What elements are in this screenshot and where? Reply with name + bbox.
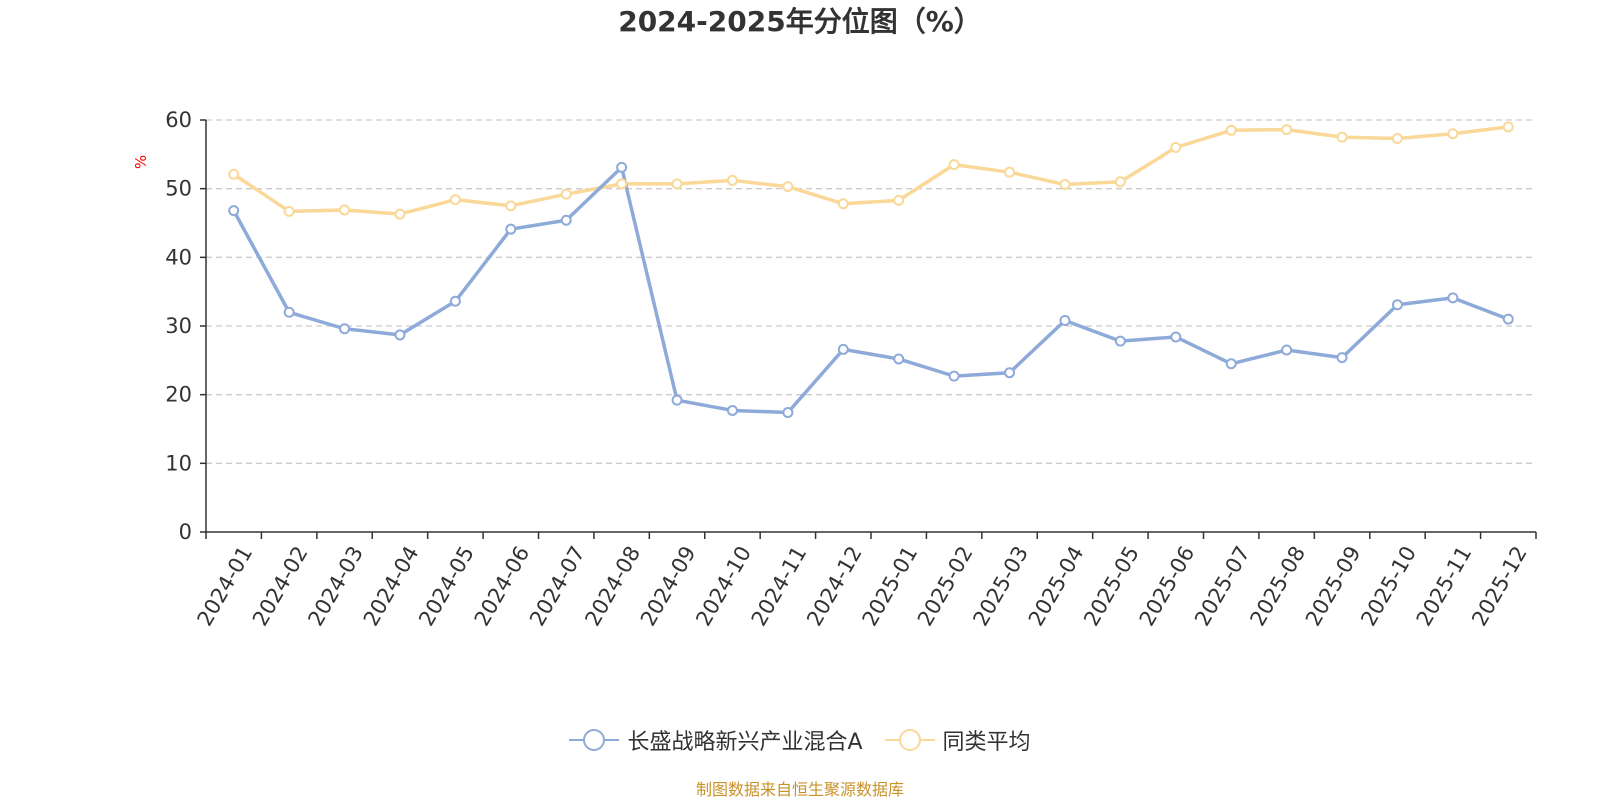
legend-item-fund[interactable]: 长盛战略新兴产业混合A bbox=[569, 724, 863, 756]
data-point-series-1[interactable] bbox=[1059, 179, 1071, 191]
x-tick-label: 2025-11 bbox=[1412, 542, 1477, 630]
data-point-series-0[interactable] bbox=[616, 161, 628, 173]
data-point-series-1[interactable] bbox=[339, 204, 351, 216]
chart-title: 2024-2025年分位图（%） bbox=[618, 5, 982, 38]
x-tick-label: 2024-06 bbox=[470, 542, 535, 630]
x-tick-label: 2024-03 bbox=[303, 542, 368, 630]
data-point-series-1[interactable] bbox=[893, 194, 905, 206]
y-tick-label: 60 bbox=[165, 108, 192, 132]
x-tick-label: 2024-01 bbox=[193, 542, 258, 630]
data-point-series-1[interactable] bbox=[228, 168, 240, 180]
x-tick-label: 2025-08 bbox=[1245, 542, 1310, 630]
data-point-series-0[interactable] bbox=[893, 353, 905, 365]
x-tick-label: 2024-09 bbox=[636, 542, 701, 630]
data-point-series-1[interactable] bbox=[726, 174, 738, 186]
legend-symbol-peer-average bbox=[884, 729, 935, 751]
data-point-series-0[interactable] bbox=[726, 404, 738, 416]
y-tick-label: 40 bbox=[165, 245, 192, 269]
data-point-series-0[interactable] bbox=[1114, 335, 1126, 347]
x-tick-label: 2025-03 bbox=[968, 542, 1033, 630]
data-point-series-0[interactable] bbox=[1004, 367, 1016, 379]
data-point-series-1[interactable] bbox=[1281, 124, 1293, 136]
y-tick-label: 0 bbox=[179, 520, 192, 544]
data-point-series-1[interactable] bbox=[449, 194, 461, 206]
data-point-series-0[interactable] bbox=[782, 407, 794, 419]
y-axis-unit-label: % bbox=[132, 155, 150, 169]
data-point-series-1[interactable] bbox=[1391, 133, 1403, 145]
data-source-note: 制图数据来自恒生聚源数据库 bbox=[695, 780, 904, 799]
data-point-series-1[interactable] bbox=[837, 198, 849, 210]
x-tick-label: 2024-02 bbox=[248, 542, 313, 630]
y-tick-label: 50 bbox=[165, 177, 192, 201]
data-point-series-0[interactable] bbox=[1391, 299, 1403, 311]
data-point-series-0[interactable] bbox=[1502, 313, 1514, 325]
axes: 01020304050602024-012024-022024-032024-0… bbox=[165, 108, 1537, 630]
data-point-series-0[interactable] bbox=[1447, 292, 1459, 304]
data-point-series-0[interactable] bbox=[394, 329, 406, 341]
data-point-series-0[interactable] bbox=[505, 223, 517, 235]
data-point-series-0[interactable] bbox=[449, 295, 461, 307]
chart-legend: 长盛战略新兴产业混合A 同类平均 bbox=[0, 724, 1600, 756]
x-tick-label: 2024-11 bbox=[747, 542, 812, 630]
data-point-series-1[interactable] bbox=[782, 181, 794, 193]
x-tick-label: 2025-09 bbox=[1301, 542, 1366, 630]
x-tick-label: 2025-02 bbox=[913, 542, 978, 630]
data-point-series-1[interactable] bbox=[948, 159, 960, 171]
data-point-series-0[interactable] bbox=[228, 205, 240, 217]
data-point-series-1[interactable] bbox=[616, 178, 628, 190]
data-point-series-1[interactable] bbox=[394, 208, 406, 220]
x-tick-label: 2024-08 bbox=[580, 542, 645, 630]
data-point-series-0[interactable] bbox=[1336, 352, 1348, 364]
data-point-series-0[interactable] bbox=[1225, 358, 1237, 370]
x-tick-label: 2025-10 bbox=[1356, 542, 1421, 630]
x-tick-label: 2024-04 bbox=[359, 542, 424, 630]
data-point-series-1[interactable] bbox=[1447, 128, 1459, 140]
x-tick-label: 2025-07 bbox=[1190, 542, 1255, 630]
data-point-series-0[interactable] bbox=[948, 370, 960, 382]
y-tick-label: 10 bbox=[165, 451, 192, 475]
data-point-series-0[interactable] bbox=[283, 306, 295, 318]
x-tick-label: 2025-06 bbox=[1135, 542, 1200, 630]
series-line-1 bbox=[231, 125, 1511, 216]
legend-label-fund: 长盛战略新兴产业混合A bbox=[627, 730, 863, 755]
x-tick-label: 2024-05 bbox=[414, 542, 479, 630]
data-point-series-0[interactable] bbox=[1170, 331, 1182, 343]
legend-label-peer-average: 同类平均 bbox=[942, 730, 1031, 755]
data-points bbox=[228, 121, 1514, 419]
y-tick-label: 20 bbox=[165, 383, 192, 407]
x-tick-label: 2024-07 bbox=[525, 542, 590, 630]
data-point-series-1[interactable] bbox=[1502, 121, 1514, 133]
data-point-series-1[interactable] bbox=[1004, 166, 1016, 178]
series-lines bbox=[231, 125, 1511, 415]
data-point-series-0[interactable] bbox=[339, 323, 351, 335]
grid-lines bbox=[206, 119, 1536, 464]
data-point-series-1[interactable] bbox=[1170, 141, 1182, 153]
data-point-series-0[interactable] bbox=[560, 214, 572, 226]
series-line-0 bbox=[231, 165, 1511, 415]
y-tick-label: 30 bbox=[165, 314, 192, 338]
data-point-series-1[interactable] bbox=[1114, 176, 1126, 188]
x-tick-label: 2024-12 bbox=[802, 542, 867, 630]
x-tick-label: 2025-12 bbox=[1467, 542, 1532, 630]
data-point-series-0[interactable] bbox=[1059, 315, 1071, 327]
x-tick-label: 2025-01 bbox=[858, 542, 923, 630]
data-point-series-0[interactable] bbox=[837, 343, 849, 355]
data-point-series-1[interactable] bbox=[560, 188, 572, 200]
data-point-series-1[interactable] bbox=[1225, 124, 1237, 136]
legend-item-peer-average[interactable]: 同类平均 bbox=[884, 724, 1031, 756]
x-tick-label: 2024-10 bbox=[691, 542, 756, 630]
data-point-series-0[interactable] bbox=[1281, 344, 1293, 356]
legend-symbol-fund bbox=[569, 729, 620, 751]
data-point-series-1[interactable] bbox=[1336, 131, 1348, 143]
data-point-series-1[interactable] bbox=[671, 178, 683, 190]
x-tick-label: 2025-05 bbox=[1079, 542, 1144, 630]
data-point-series-1[interactable] bbox=[283, 205, 295, 217]
data-point-series-1[interactable] bbox=[505, 200, 517, 212]
x-tick-label: 2025-04 bbox=[1024, 542, 1089, 630]
data-point-series-0[interactable] bbox=[671, 394, 683, 406]
